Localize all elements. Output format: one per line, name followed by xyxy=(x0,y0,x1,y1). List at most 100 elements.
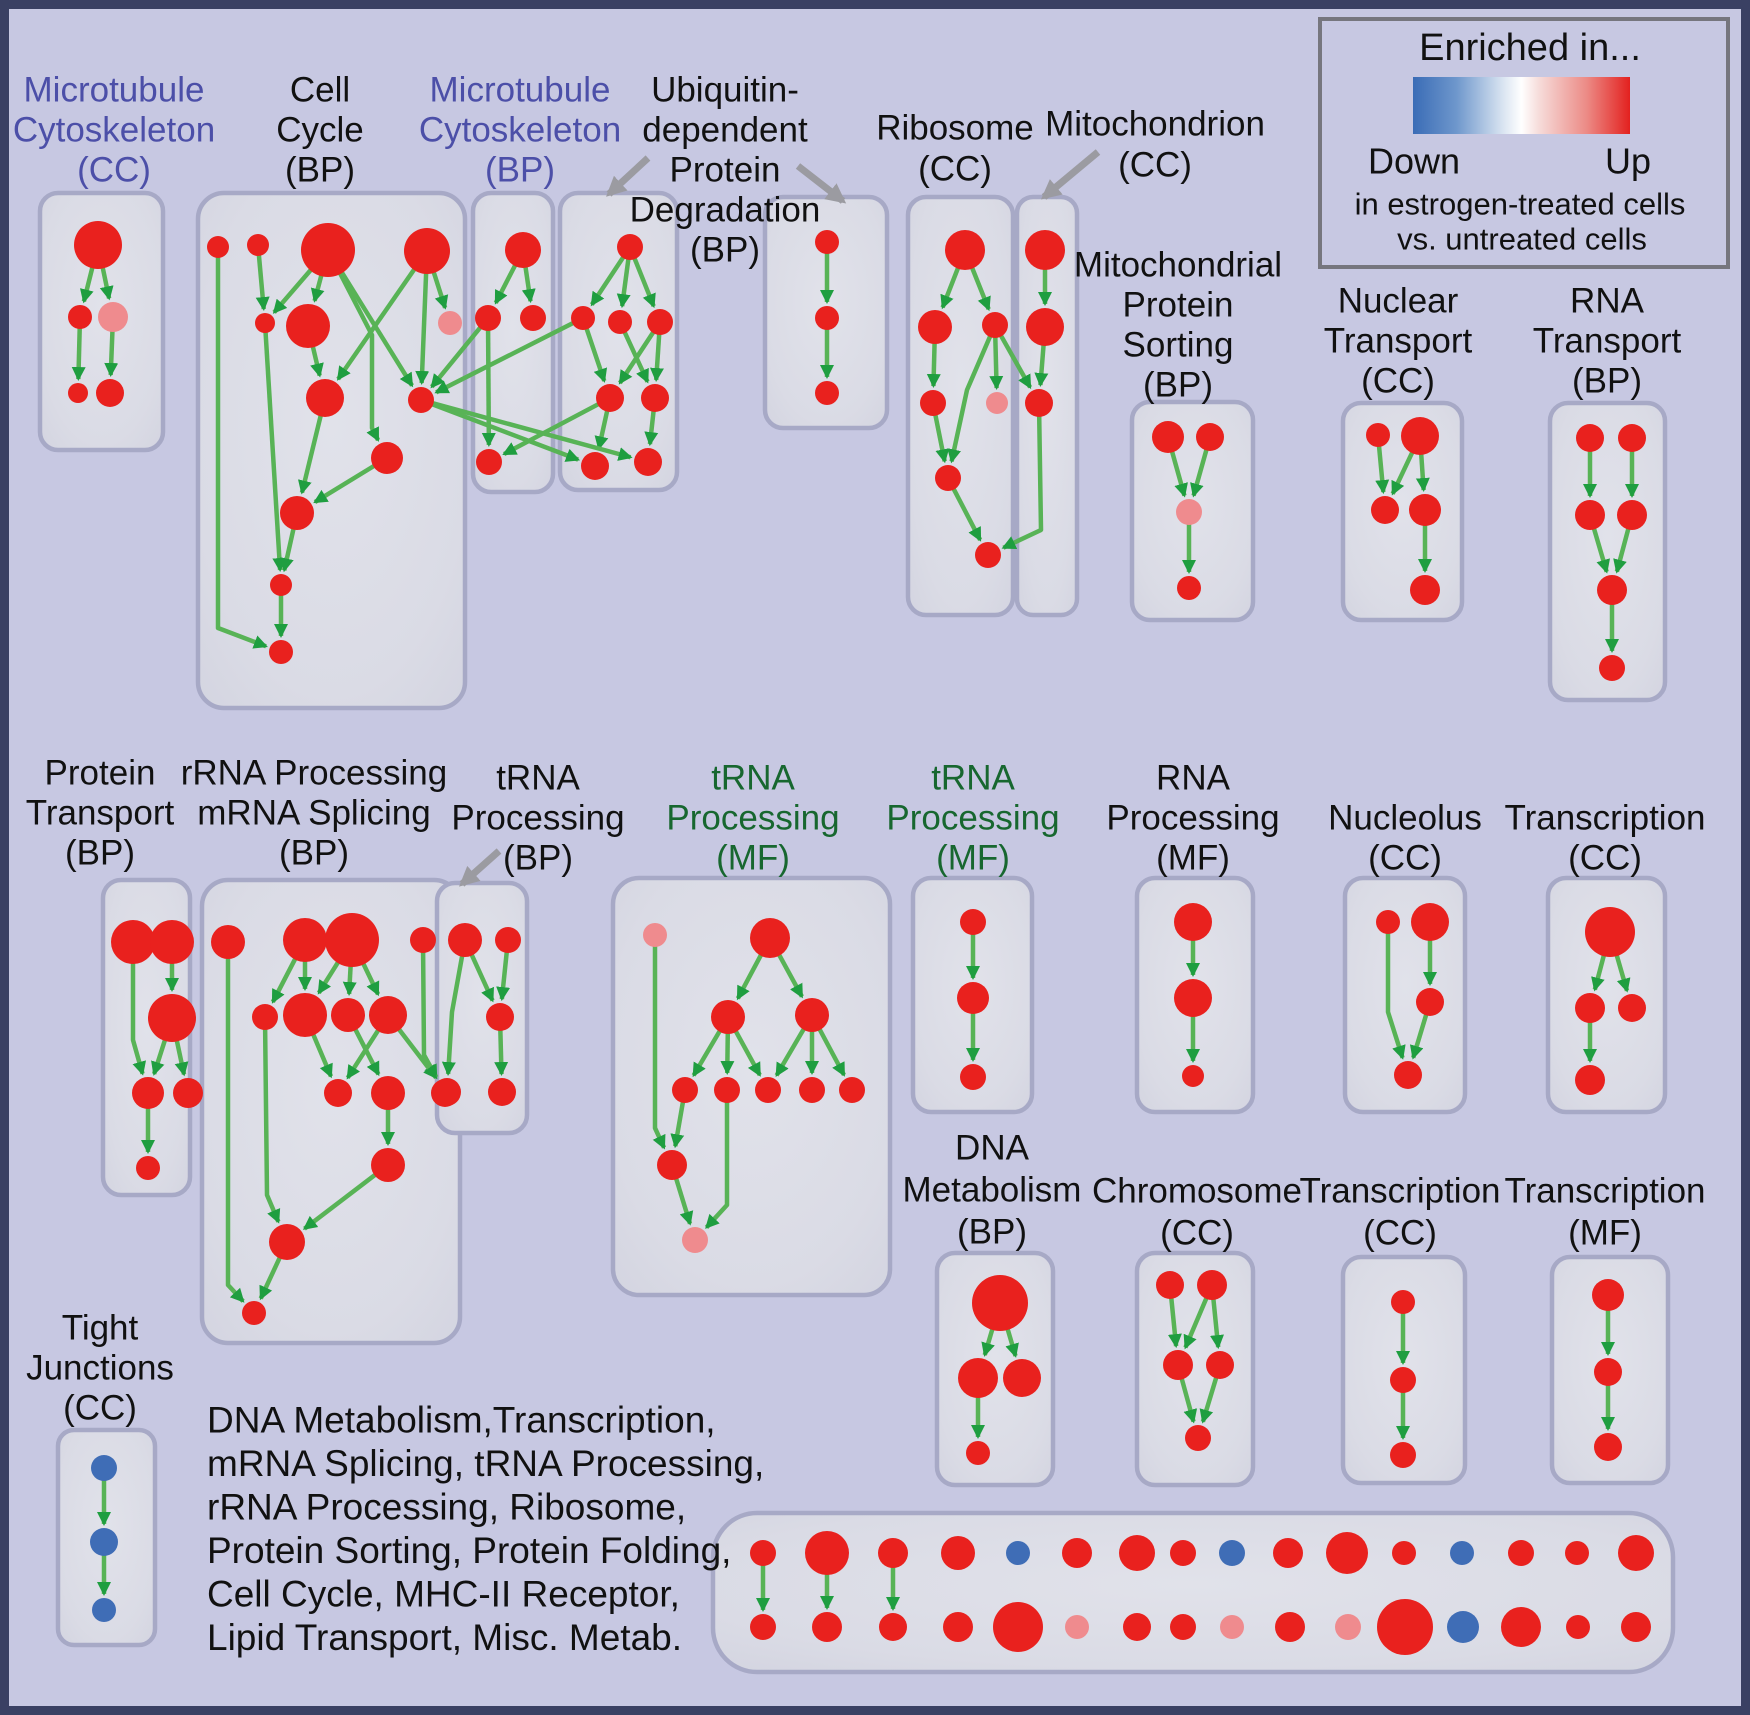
gene-node-bt10 xyxy=(1326,1532,1368,1574)
gene-node-v5 xyxy=(488,1078,516,1106)
edge-arrow-c5-c12 xyxy=(263,328,287,573)
go-term-box-rnat xyxy=(1547,400,1668,703)
gene-node-s3 xyxy=(1176,499,1202,525)
go-term-label-protein-transport-bp-line3: (BP) xyxy=(65,834,135,873)
gene-node-x1 xyxy=(1391,1290,1415,1314)
gene-node-m1 xyxy=(505,232,541,268)
gene-node-v1 xyxy=(448,923,482,957)
edge-arrow-u3-u6 xyxy=(620,327,650,384)
edge-arrow-r4-r6 xyxy=(932,410,950,464)
gene-node-n1 xyxy=(1366,423,1390,447)
edge-arrow-s1-s3 xyxy=(1168,445,1188,498)
gene-node-y2 xyxy=(1594,1358,1622,1386)
gene-node-b1 xyxy=(815,230,839,254)
go-term-label-ribosome-cc-line1: Ribosome xyxy=(876,109,1034,148)
edge-arrow-c3-c5 xyxy=(272,260,320,314)
gene-node-n3 xyxy=(1371,496,1399,524)
gene-node-bb3 xyxy=(943,1612,973,1642)
edge-arrow-k3-k5 xyxy=(1178,1373,1198,1424)
go-term-label-ubiquitin-dependent-protein-degradation-bp-line4: Degradation xyxy=(630,191,821,230)
gene-node-w4 xyxy=(1575,1065,1605,1095)
edge-arrow-f5-f10 xyxy=(670,1097,686,1149)
legend-subtitle-line1: in estrogen-treated cells xyxy=(1355,187,1686,222)
gene-node-k4 xyxy=(1206,1351,1234,1379)
edge-arrow-u1-u4 xyxy=(630,253,656,309)
gene-node-p8 xyxy=(369,996,407,1034)
go-term-box-txn_cc_top xyxy=(1545,875,1668,1115)
gene-node-t1 xyxy=(1025,230,1065,270)
edge-arrow-u5-u7 xyxy=(594,405,611,451)
edge-arrow-v2-v3 xyxy=(496,947,511,1002)
gene-node-r7 xyxy=(975,542,1001,568)
gene-node-f5 xyxy=(672,1077,698,1103)
go-term-label-tight-junctions-cc-line2: Junctions xyxy=(26,1349,174,1388)
gene-node-m4 xyxy=(476,449,502,475)
gene-node-bt12 xyxy=(1450,1541,1474,1565)
edge-arrow-c9-u7 xyxy=(427,400,581,462)
edge-arrow-r2-r4 xyxy=(926,337,941,389)
gene-node-b2 xyxy=(815,306,839,330)
gene-node-p9 xyxy=(324,1079,352,1107)
edge-arrow-f3-f6 xyxy=(720,1027,735,1076)
gene-node-h3 xyxy=(1182,1065,1204,1087)
gene-node-q2 xyxy=(1618,424,1646,452)
go-term-label-transcription-cc-bottom-line1: Transcription xyxy=(1300,1172,1501,1211)
go-term-label-microtubule-cytoskeleton-bp-line3: (BP) xyxy=(485,151,555,190)
edge-arrow-f4-f7 xyxy=(774,1022,809,1078)
gene-node-r2 xyxy=(918,310,952,344)
gene-node-c5 xyxy=(255,313,275,333)
edge-arrow-r6-r7 xyxy=(949,483,983,542)
legend: Enriched in... Down Up in estrogen-treat… xyxy=(1318,17,1730,269)
edge-arrow-m2-c9 xyxy=(430,322,485,389)
gene-node-r6 xyxy=(935,465,961,491)
gene-node-c8 xyxy=(306,379,344,417)
legend-down-label: Down xyxy=(1368,141,1460,182)
go-term-label-microtubule-cytoskeleton-bp-line2: Cytoskeleton xyxy=(419,111,621,150)
gene-node-bb5 xyxy=(1065,1615,1089,1639)
go-term-box-mt_bp xyxy=(470,190,556,495)
edge-arrow-p13-p14 xyxy=(258,1250,285,1301)
gene-node-bb11 xyxy=(1377,1599,1433,1655)
edge-arrow-u1-u2 xyxy=(589,252,628,307)
gene-node-pt5 xyxy=(173,1078,203,1108)
gene-node-a5 xyxy=(96,379,124,407)
edge-arrow-pt1-pt4 xyxy=(130,955,147,1076)
gene-node-o2 xyxy=(1411,903,1449,941)
edge-arrow-f2-f4 xyxy=(773,947,804,999)
gene-node-h2 xyxy=(1174,979,1212,1017)
gene-node-r5 xyxy=(986,392,1008,414)
go-term-label-ribosome-cc-line2: (CC) xyxy=(918,150,992,189)
go-term-label-nuclear-transport-cc-line2: Transport xyxy=(1324,322,1473,361)
edge-arrow-p8-p9 xyxy=(345,1023,384,1080)
gene-node-f10 xyxy=(657,1150,687,1180)
gene-node-f1 xyxy=(643,923,667,947)
go-term-label-trna-processing-bp-line3: (BP) xyxy=(503,839,573,878)
gene-node-p12 xyxy=(371,1148,405,1182)
gene-node-u3 xyxy=(608,310,632,334)
go-term-label-ubiquitin-dependent-protein-degradation-bp-line5: (BP) xyxy=(690,231,760,270)
edge-arrow-q3-q5 xyxy=(1590,523,1610,574)
edge-arrow-c9-u8 xyxy=(427,399,633,461)
edge-arrow-r3-r5 xyxy=(989,332,1004,391)
gene-node-bb2 xyxy=(879,1613,907,1641)
gene-node-p13 xyxy=(269,1224,305,1260)
edge-arrow-o1-o4 xyxy=(1385,929,1406,1060)
gene-node-u6 xyxy=(641,384,669,412)
gene-node-p3 xyxy=(325,913,379,967)
gene-node-k2 xyxy=(1197,1270,1227,1300)
gene-node-x3 xyxy=(1390,1442,1416,1468)
go-term-label-nuclear-transport-cc-line1: Nuclear xyxy=(1338,282,1459,321)
edge-arrow-u5-m4 xyxy=(502,399,604,457)
go-term-label-rna-processing-mf-line3: (MF) xyxy=(1156,839,1230,878)
go-term-label-rna-transport-bp-line3: (BP) xyxy=(1572,362,1642,401)
gene-node-bt4 xyxy=(1006,1541,1030,1565)
edge-arrow-f3-f7 xyxy=(730,1024,762,1077)
go-term-label-tight-junctions-cc-line3: (CC) xyxy=(63,1389,137,1428)
gene-node-bt8 xyxy=(1219,1540,1245,1566)
gene-node-f4 xyxy=(795,998,829,1032)
edge-arrow-n2-n3 xyxy=(1390,445,1418,496)
gene-node-c10 xyxy=(371,442,403,474)
gene-node-bt14 xyxy=(1565,1541,1589,1565)
go-term-label-rna-processing-mf-line1: RNA xyxy=(1156,759,1231,798)
go-term-label-cell-cycle-bp-line2: Cycle xyxy=(276,111,364,150)
